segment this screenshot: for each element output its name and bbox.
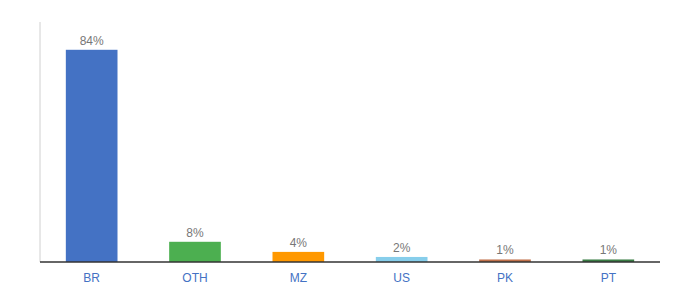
data-label: 1% xyxy=(600,243,618,257)
bar xyxy=(376,257,428,262)
x-axis-line xyxy=(40,261,660,263)
data-label: 2% xyxy=(393,241,411,255)
bar xyxy=(169,242,221,262)
data-label: 1% xyxy=(496,243,514,257)
y-axis-line xyxy=(40,22,41,262)
x-tick-label: PT xyxy=(601,271,617,285)
chart-container: 84% 8% 4% 2% 1% 1% BR OTH MZ US PK PT xyxy=(0,0,680,300)
data-label: 8% xyxy=(186,226,204,240)
x-tick-label: OTH xyxy=(182,271,207,285)
x-tick-label: MZ xyxy=(290,271,307,285)
chart: 84% 8% 4% 2% 1% 1% BR OTH MZ US PK PT xyxy=(0,0,680,300)
bar xyxy=(273,252,325,262)
x-tick-label: US xyxy=(393,271,410,285)
bars xyxy=(66,50,634,262)
data-label: 84% xyxy=(80,34,104,48)
x-tick-label: PK xyxy=(497,271,513,285)
bar xyxy=(66,50,118,262)
data-label: 4% xyxy=(290,236,308,250)
x-tick-label: BR xyxy=(83,271,100,285)
